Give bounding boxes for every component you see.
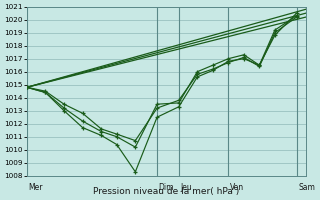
Text: Ven: Ven: [230, 183, 244, 192]
Text: Jeu: Jeu: [180, 183, 192, 192]
X-axis label: Pression niveau de la mer( hPa ): Pression niveau de la mer( hPa ): [93, 187, 239, 196]
Text: Mer: Mer: [28, 183, 43, 192]
Text: Sam: Sam: [298, 183, 315, 192]
Text: Dim: Dim: [159, 183, 174, 192]
